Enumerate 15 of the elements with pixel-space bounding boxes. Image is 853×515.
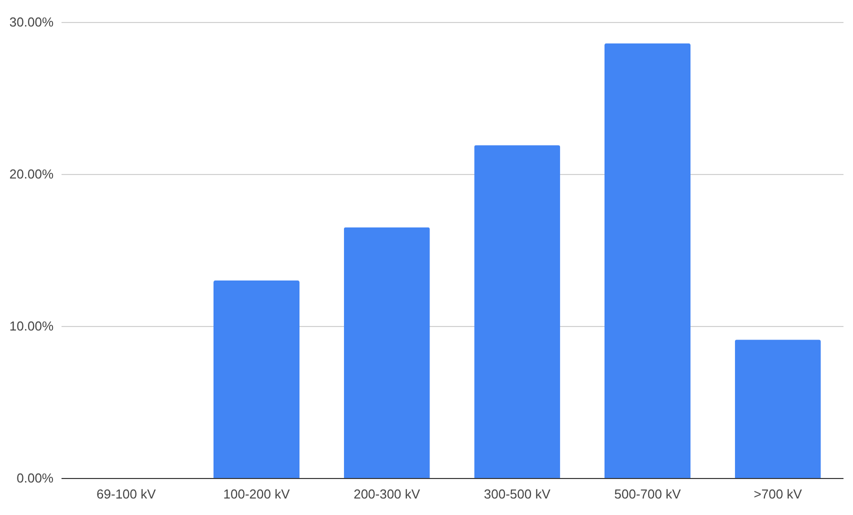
x-tick-label: 200-300 kV (354, 486, 420, 502)
x-tick-label: >700 kV (754, 486, 802, 502)
bar (344, 227, 430, 478)
x-tick-label: 300-500 kV (484, 486, 551, 502)
bar (734, 340, 821, 478)
x-tick-label: 500-700 kV (614, 486, 682, 502)
y-tick-label: 30.00% (9, 14, 54, 30)
bar (213, 280, 300, 478)
bar (474, 145, 560, 478)
y-tick-label: 20.00% (9, 166, 54, 182)
y-tick-label: 0.00% (16, 470, 54, 486)
bar (604, 43, 691, 478)
y-tick-label: 10.00% (9, 318, 54, 334)
x-tick-label: 100-200 kV (223, 486, 290, 502)
x-tick-label: 69-100 kV (96, 486, 156, 502)
